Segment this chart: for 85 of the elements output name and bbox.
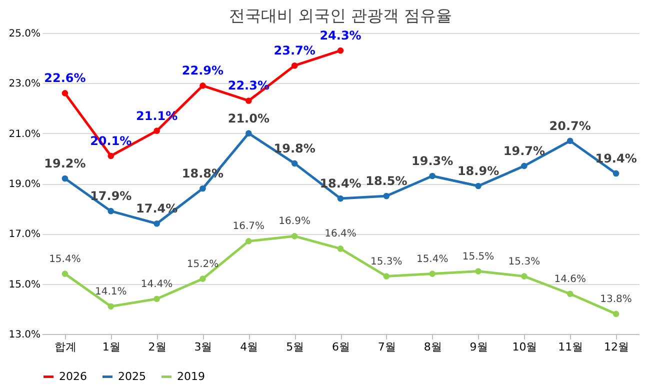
data-label: 24.3% (320, 28, 362, 43)
x-tick-label: 1월 (102, 340, 120, 354)
x-tick-label: 8월 (424, 340, 442, 354)
data-label: 19.7% (503, 144, 546, 158)
x-tick-label: 3월 (194, 340, 212, 354)
x-tick-label: 7월 (378, 340, 396, 354)
data-label: 20.7% (549, 118, 591, 133)
data-label: 15.5% (462, 251, 494, 262)
point (566, 290, 574, 298)
point (429, 172, 436, 180)
x-tick-label: 10월 (512, 340, 538, 354)
x-tick-label: 2월 (148, 340, 166, 354)
x-tick-label: 12월 (604, 340, 630, 354)
data-label: 19.4% (595, 151, 637, 166)
x-tick-label: 6월 (332, 340, 350, 354)
point (245, 238, 252, 244)
point (154, 128, 160, 134)
y-tick-label: 13.0% (8, 330, 40, 340)
legend-label: 2025 (118, 370, 146, 383)
data-label: 13.8% (600, 294, 632, 305)
data-label: 19.8% (274, 141, 316, 156)
data-label: 16.4% (324, 228, 356, 240)
point (475, 182, 482, 190)
point (62, 270, 68, 277)
x-tick-label: 5월 (286, 340, 304, 354)
data-label: 21.0% (228, 111, 270, 126)
data-label: 19.2% (44, 156, 86, 170)
point (108, 152, 114, 160)
data-label: 15.4% (49, 254, 81, 265)
point (62, 175, 68, 182)
point (521, 273, 528, 280)
data-label: 16.7% (232, 221, 265, 232)
y-tick-label: 25.0% (8, 28, 40, 40)
data-label: 18.9% (457, 164, 500, 178)
data-label: 16.9% (278, 216, 310, 228)
data-label: 18.5% (366, 174, 408, 188)
x-tick-label: 11월 (558, 340, 584, 354)
data-label: 15.3% (508, 256, 540, 268)
x-tick-label: 9월 (470, 340, 488, 354)
point (612, 310, 620, 318)
point (566, 138, 574, 144)
point (200, 185, 206, 192)
point (337, 246, 344, 252)
data-label: 22.6% (44, 71, 86, 86)
data-label: 15.3% (370, 256, 402, 268)
x-tick-label: 4월 (240, 340, 258, 354)
legend-label: 2026 (59, 370, 87, 383)
data-label: 18.4% (320, 176, 362, 191)
legend-label: 2019 (177, 370, 205, 383)
point (200, 276, 206, 282)
y-tick-label: 15.0% (8, 279, 40, 290)
data-label: 17.9% (90, 189, 132, 204)
x-tick-label: 합계 (54, 340, 76, 354)
point (521, 162, 528, 170)
point (154, 296, 160, 302)
point (245, 98, 252, 104)
point (291, 160, 298, 167)
data-label: 14.4% (140, 278, 173, 290)
point (291, 233, 298, 240)
data-label: 22.9% (182, 64, 224, 78)
point (291, 62, 298, 69)
point (108, 208, 114, 214)
point (108, 303, 114, 310)
point (383, 273, 390, 280)
point (62, 90, 68, 96)
chart-title: 전국대비 외국인 관광객 점유율 (228, 6, 452, 25)
point (612, 170, 620, 177)
y-tick-label: 19.0% (8, 179, 40, 190)
point (429, 270, 436, 277)
point (154, 220, 160, 227)
data-label: 15.2% (186, 258, 219, 270)
point (337, 195, 344, 202)
point (245, 130, 252, 136)
y-tick-label: 17.0% (8, 229, 40, 240)
data-label: 23.7% (274, 44, 316, 58)
y-tick-label: 23.0% (8, 78, 40, 90)
point (200, 82, 206, 89)
data-label: 19.3% (412, 154, 454, 168)
point (383, 192, 390, 200)
data-label: 15.4% (416, 254, 448, 265)
point (337, 47, 344, 54)
data-label: 14.1% (94, 286, 127, 298)
data-label: 14.6% (554, 274, 586, 285)
y-tick-label: 21.0% (8, 128, 40, 140)
point (475, 268, 482, 274)
